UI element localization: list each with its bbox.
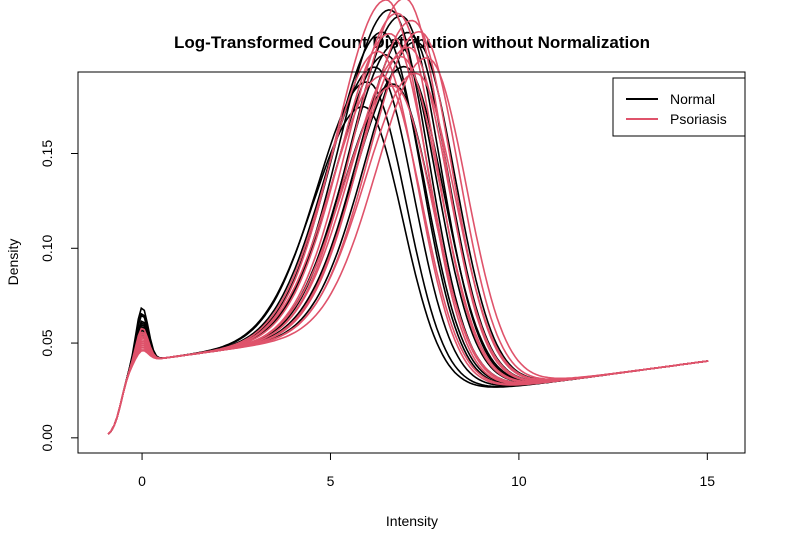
x-axis: 0 5 10 15	[138, 452, 716, 489]
legend-label-normal: Normal	[670, 91, 715, 107]
y-tick-label: 0.05	[39, 329, 55, 356]
x-tick-label: 10	[511, 473, 527, 489]
y-tick-label: 0.00	[39, 424, 55, 451]
density-curve-psoriasis-12	[107, 85, 709, 435]
density-curve-normal-11	[107, 105, 709, 435]
y-tick-label: 0.10	[39, 234, 55, 261]
legend: Normal Psoriasis	[612, 77, 746, 137]
y-tick-label: 0.15	[39, 140, 55, 167]
density-curve-normal-0	[107, 9, 709, 435]
y-axis: 0.00 0.05 0.10 0.15	[39, 140, 79, 451]
density-curve-psoriasis-1	[107, 0, 709, 435]
x-tick-label: 15	[700, 473, 716, 489]
legend-box	[612, 77, 746, 137]
x-tick-label: 5	[327, 473, 335, 489]
curves-layer	[107, 0, 709, 435]
density-curve-psoriasis-0	[107, 0, 709, 435]
y-axis-label: Density	[5, 239, 21, 286]
x-tick-label: 0	[138, 473, 146, 489]
x-axis-label: Intensity	[386, 513, 438, 529]
legend-label-psoriasis: Psoriasis	[670, 111, 727, 127]
